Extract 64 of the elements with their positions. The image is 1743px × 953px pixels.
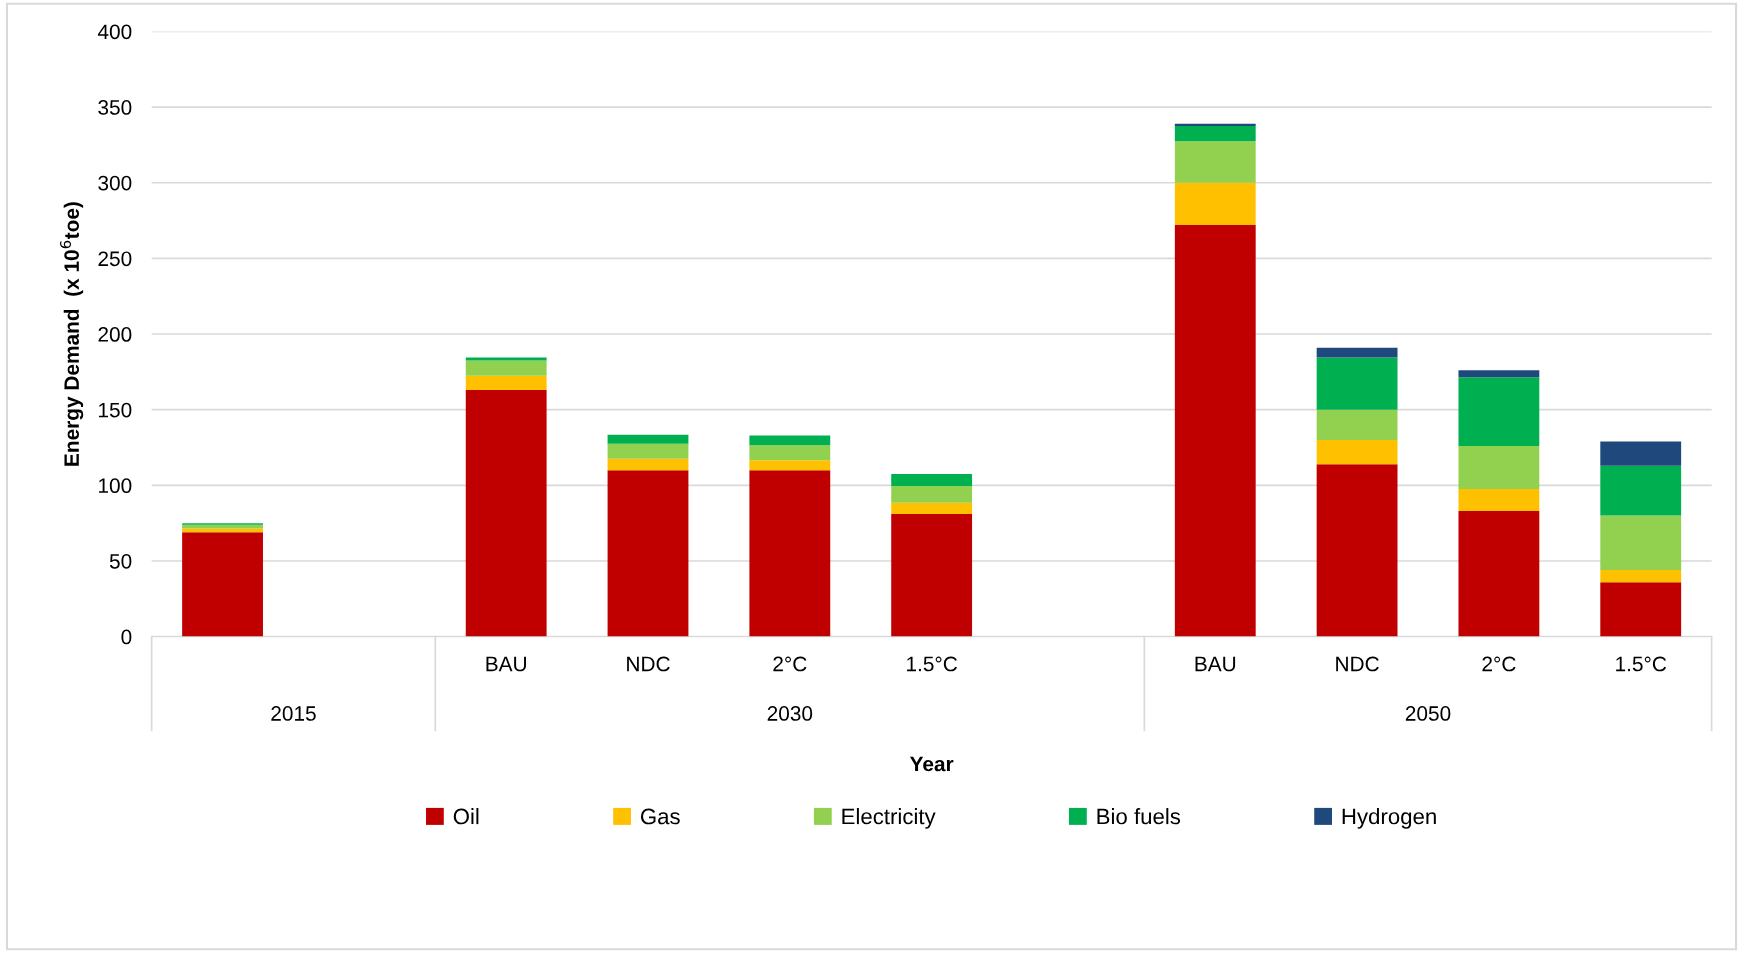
- bar: [607, 470, 689, 637]
- bar: [891, 473, 973, 487]
- legend-label: Electricity: [842, 808, 936, 829]
- bar: [1600, 465, 1682, 516]
- bar: [1458, 511, 1540, 637]
- bar: [182, 532, 263, 637]
- bar: [1316, 439, 1398, 465]
- x-tick-label: 1.5°C: [907, 656, 958, 672]
- y-tick-label: 200: [98, 327, 132, 342]
- legend-label: Bio fuels: [1097, 808, 1181, 825]
- x-axis-title: Year: [909, 756, 954, 772]
- text: 2030: [767, 706, 813, 721]
- x-tick-label: 1.5°C: [1616, 656, 1667, 672]
- bar: [1600, 441, 1682, 466]
- bar: [1174, 141, 1256, 183]
- y-tick-label: 350: [98, 100, 132, 115]
- y-tick-label: 0: [121, 629, 132, 645]
- y-tick-label: 50: [109, 553, 132, 569]
- bar: [1316, 357, 1398, 410]
- y-tick-label: 250: [98, 251, 132, 267]
- y-tick-label: 150: [99, 402, 132, 418]
- legend-label: Gas: [640, 808, 680, 825]
- bar: [465, 360, 547, 376]
- bar: [1458, 489, 1540, 512]
- bar: [1458, 445, 1540, 490]
- text: 2015: [271, 706, 316, 721]
- text: 2050: [1405, 706, 1451, 721]
- bar: [1458, 377, 1540, 446]
- y-tick-label: 300: [98, 175, 132, 191]
- x-tick-label: 2°C: [1482, 656, 1516, 672]
- bar: [1600, 515, 1682, 571]
- x-tick-label: NDC: [1336, 656, 1379, 672]
- y-tick-label: 400: [97, 24, 132, 40]
- legend-label: Hydrogen: [1342, 808, 1436, 829]
- bar: [749, 470, 831, 637]
- bar: [749, 445, 831, 461]
- y-axis-title: Energy Demand (x 10$^{6}$toe): [60, 202, 84, 466]
- bar: [607, 443, 689, 459]
- bar: [1174, 225, 1256, 637]
- bar: [1316, 347, 1398, 358]
- bar: [465, 375, 547, 390]
- bar: [1600, 582, 1682, 637]
- bar: [1316, 464, 1398, 637]
- bar: [607, 458, 689, 471]
- bar: [607, 434, 689, 444]
- x-tick-label: NDC: [627, 656, 670, 672]
- bar: [891, 502, 973, 515]
- bar: [1174, 182, 1256, 226]
- bar: [749, 435, 831, 446]
- bar: [1316, 409, 1398, 440]
- bar: [1600, 570, 1682, 583]
- bar: [891, 486, 973, 503]
- x-tick-label: BAU: [1195, 656, 1236, 672]
- bar: [749, 460, 831, 471]
- y-tick-label: 100: [99, 478, 132, 494]
- bar: [891, 514, 973, 637]
- bar: [465, 357, 547, 361]
- legend-label: Oil: [453, 808, 479, 825]
- bar: [465, 390, 547, 637]
- bar: [1174, 126, 1256, 142]
- x-tick-label: BAU: [486, 656, 526, 672]
- bar: [182, 528, 263, 533]
- x-tick-label: 2°C: [773, 656, 807, 672]
- bar: [1458, 370, 1540, 378]
